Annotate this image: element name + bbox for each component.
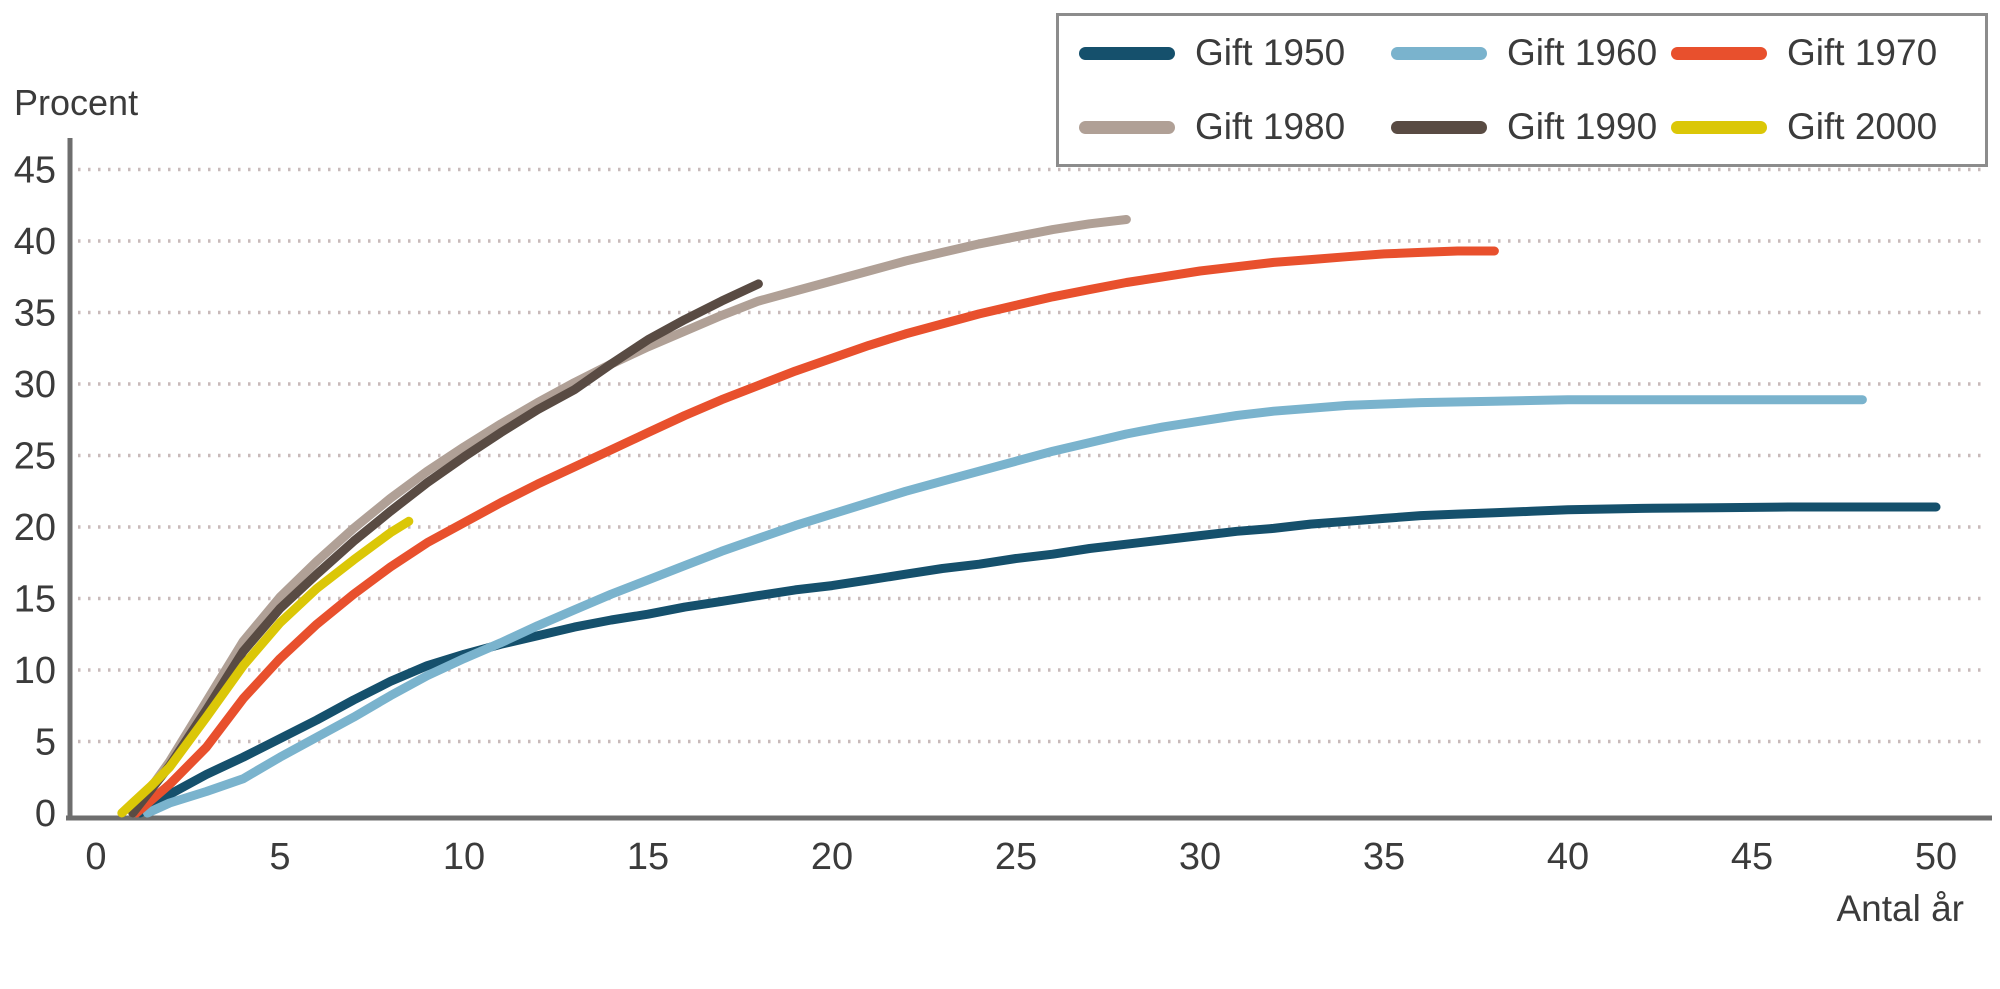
axes-group [66,138,1992,821]
y-tick-label-35: 35 [14,293,56,335]
chart-legend: Gift 1950 Gift 1960 Gift 1970 Gift 1980 Gift… [1056,13,1988,167]
legend-swatch-icon [1391,46,1487,60]
legend-label: Gift 2000 [1787,106,1938,147]
x-axis-title: Antal år [1836,888,1964,929]
legend-item-gift-1990: Gift 1990 [1391,106,1671,148]
x-tick-label-35: 35 [1363,836,1405,878]
legend-item-gift-2000: Gift 2000 [1671,106,1985,148]
x-tick-label-50: 50 [1915,836,1957,878]
legend-item-gift-1970: Gift 1970 [1671,32,1985,74]
series-line-gift-1950 [135,502,1941,818]
y-tick-label-10: 10 [14,650,56,692]
legend-swatch-icon [1079,46,1175,60]
x-tick-label-30: 30 [1179,836,1221,878]
y-tick-label-30: 30 [14,364,56,406]
y-tick-label-45: 45 [14,150,56,192]
legend-item-gift-1980: Gift 1980 [1079,106,1391,148]
y-tick-label-40: 40 [14,221,56,263]
legend-label: Gift 1950 [1195,32,1346,73]
y-tick-label-25: 25 [14,436,56,478]
legend-item-gift-1960: Gift 1960 [1391,32,1671,74]
legend-label: Gift 1990 [1507,106,1658,147]
y-axis-title: Procent [14,82,139,123]
legend-swatch-icon [1079,120,1175,134]
y-tick-label-5: 5 [35,722,56,764]
series-lines-group [117,215,1941,818]
legend-label: Gift 1980 [1195,106,1346,147]
y-tick-label-15: 15 [14,579,56,621]
legend-swatch-icon [1671,120,1767,134]
legend-item-gift-1950: Gift 1950 [1079,32,1391,74]
x-tick-label-40: 40 [1547,836,1589,878]
y-tick-label-20: 20 [14,507,56,549]
series-line-gift-1960 [143,395,1867,818]
series-line-gift-1970 [132,246,1499,818]
x-tick-label-5: 5 [269,836,290,878]
x-tick-label-0: 0 [85,836,106,878]
x-tick-label-20: 20 [811,836,853,878]
series-line-gift-1980 [128,215,1131,818]
series-line-gift-1990 [128,279,763,818]
x-tick-label-10: 10 [443,836,485,878]
legend-label: Gift 1960 [1507,32,1658,73]
legend-swatch-icon [1391,120,1487,134]
tick-labels-group: 0 5 10 15 20 25 30 35 40 45 0 5 10 15 20 25 30 35 40 45 50 [14,150,1957,879]
gridlines-group [78,167,1986,744]
series-line-gift-2000 [117,516,414,818]
legend-swatch-icon [1671,46,1767,60]
x-tick-label-25: 25 [995,836,1037,878]
x-tick-label-15: 15 [627,836,669,878]
legend-label: Gift 1970 [1787,32,1938,73]
x-tick-label-45: 45 [1731,836,1773,878]
y-tick-label-0: 0 [35,793,56,835]
